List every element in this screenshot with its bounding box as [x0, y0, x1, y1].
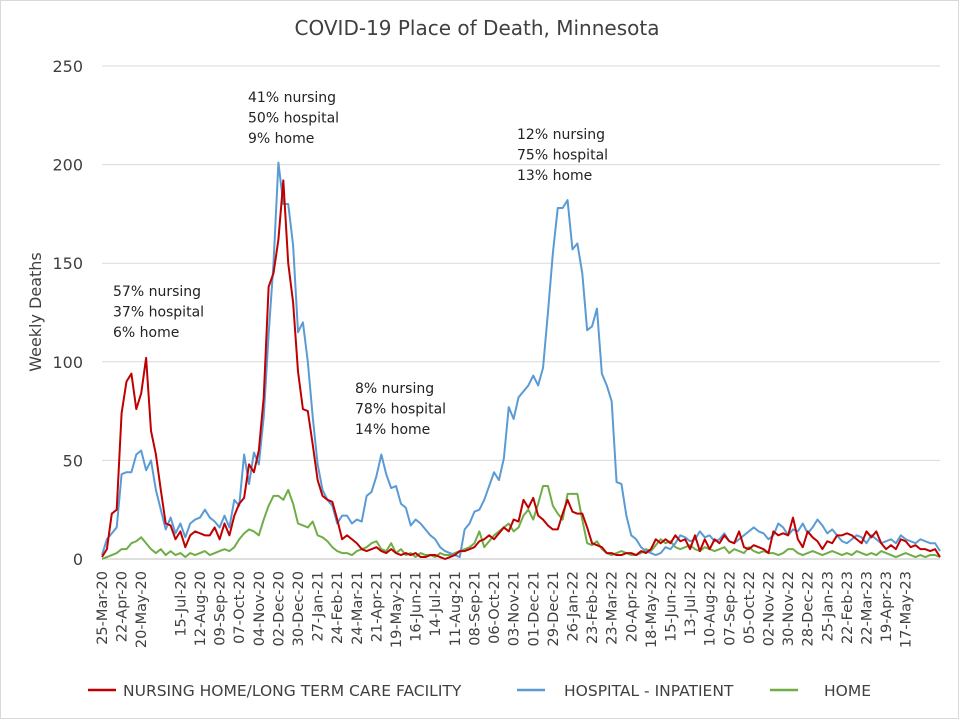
annotation-line: 13% home — [517, 168, 592, 184]
annotation-line: 75% hospital — [517, 148, 608, 164]
annotation-line: 6% home — [113, 325, 179, 341]
x-tick-label: 26-Jan-22 — [565, 571, 581, 642]
annotation-line: 41% nursing — [248, 90, 336, 106]
x-tick-label: 24-Mar-21 — [350, 571, 366, 645]
x-tick-label: 05-Oct-22 — [742, 571, 758, 644]
x-tick-label: 03-Nov-21 — [507, 571, 523, 646]
x-tick-label: 23-Feb-22 — [585, 571, 601, 644]
annotations: 57% nursing 37% hospital 6% home 41% nursin… — [113, 90, 608, 438]
y-tick-label: 150 — [52, 254, 83, 273]
x-tick-label: 19-Apr-23 — [879, 571, 895, 642]
x-tick-label: 22-Apr-20 — [115, 571, 131, 642]
x-tick-label: 08-Sep-21 — [467, 571, 483, 646]
x-tick-label: 16-Jun-21 — [409, 571, 425, 642]
annotation-line: 57% nursing — [113, 284, 201, 300]
x-tick-label: 15-Jul-20 — [173, 571, 189, 637]
x-tick-label: 10-Aug-22 — [703, 571, 719, 646]
y-tick-label: 250 — [52, 57, 83, 76]
annotation-line: 8% nursing — [355, 381, 434, 397]
annotation-2: 8% nursing 78% hospital 14% home — [355, 381, 446, 438]
x-tick-label: 30-Dec-20 — [291, 571, 307, 646]
x-tick-label: 07-Oct-20 — [232, 571, 248, 644]
legend-label: HOME — [824, 682, 871, 700]
x-tick-label: 24-Feb-21 — [330, 571, 346, 644]
x-tick-label: 17-May-23 — [899, 571, 915, 648]
legend-label: NURSING HOME/LONG TERM CARE FACILITY — [123, 682, 462, 700]
x-tick-label: 18-May-22 — [644, 571, 660, 648]
x-tick-label: 23-Mar-22 — [605, 571, 621, 645]
x-tick-label: 20-Apr-22 — [624, 571, 640, 642]
y-tick-label: 0 — [73, 550, 83, 569]
x-tick-label: 22-Feb-23 — [840, 571, 856, 644]
x-tick-label: 07-Sep-22 — [722, 571, 738, 646]
annotation-line: 78% hospital — [355, 402, 446, 418]
x-tick-label: 22-Mar-23 — [859, 571, 875, 645]
y-axis-ticks: 0 50 100 150 200 250 — [52, 57, 83, 569]
x-tick-label: 12-Aug-20 — [193, 571, 209, 646]
legend-label: HOSPITAL - INPATIENT — [564, 682, 734, 700]
x-tick-label: 27-Jan-21 — [311, 571, 327, 642]
annotation-line: 50% hospital — [248, 111, 339, 127]
y-axis-label: Weekly Deaths — [26, 252, 45, 372]
chart-title: COVID-19 Place of Death, Minnesota — [295, 16, 660, 40]
x-tick-label: 14-Jul-21 — [428, 571, 444, 637]
x-tick-label: 09-Sep-20 — [213, 571, 229, 646]
annotation-1: 41% nursing 50% hospital 9% home — [248, 90, 339, 147]
legend-item-2: HOME — [770, 682, 871, 700]
x-tick-label: 04-Nov-20 — [252, 571, 268, 646]
x-tick-label: 20-May-20 — [134, 571, 150, 648]
annotation-line: 14% home — [355, 422, 430, 438]
x-tick-label: 02-Dec-20 — [271, 571, 287, 646]
x-tick-label: 29-Dec-21 — [546, 571, 562, 646]
legend-item-0: NURSING HOME/LONG TERM CARE FACILITY — [88, 682, 462, 700]
x-tick-label: 11-Aug-21 — [448, 571, 464, 646]
annotation-line: 37% hospital — [113, 305, 204, 321]
x-tick-label: 25-Jan-23 — [820, 571, 836, 642]
x-tick-label: 06-Oct-21 — [487, 571, 503, 644]
annotation-3: 12% nursing 75% hospital 13% home — [517, 127, 608, 184]
y-tick-label: 50 — [63, 451, 83, 470]
x-tick-label: 15-Jun-22 — [663, 571, 679, 642]
annotation-0: 57% nursing 37% hospital 6% home — [113, 284, 204, 341]
series-line-1 — [101, 161, 941, 559]
y-tick-label: 100 — [52, 353, 83, 372]
annotation-line: 9% home — [248, 131, 314, 147]
series-line-2 — [101, 485, 941, 560]
x-tick-label: 25-Mar-20 — [95, 571, 111, 645]
x-tick-label: 19-May-21 — [389, 571, 405, 648]
x-tick-label: 28-Dec-22 — [801, 571, 817, 646]
series-lines — [101, 161, 941, 560]
gridlines — [102, 65, 940, 461]
y-tick-label: 200 — [52, 156, 83, 175]
x-axis-ticks: 25-Mar-20 22-Apr-20 20-May-20 15-Jul-20 12-A… — [95, 571, 915, 648]
x-tick-label: 13-Jul-22 — [683, 571, 699, 637]
x-tick-label: 01-Dec-21 — [526, 571, 542, 646]
x-tick-label: 02-Nov-22 — [761, 571, 777, 646]
legend-item-1: HOSPITAL - INPATIENT — [517, 682, 734, 700]
legend: NURSING HOME/LONG TERM CARE FACILITY HOSP… — [88, 682, 871, 700]
annotation-line: 12% nursing — [517, 127, 605, 143]
series-line-0 — [101, 179, 941, 560]
x-tick-label: 21-Apr-21 — [369, 571, 385, 642]
x-tick-label: 30-Nov-22 — [781, 571, 797, 646]
